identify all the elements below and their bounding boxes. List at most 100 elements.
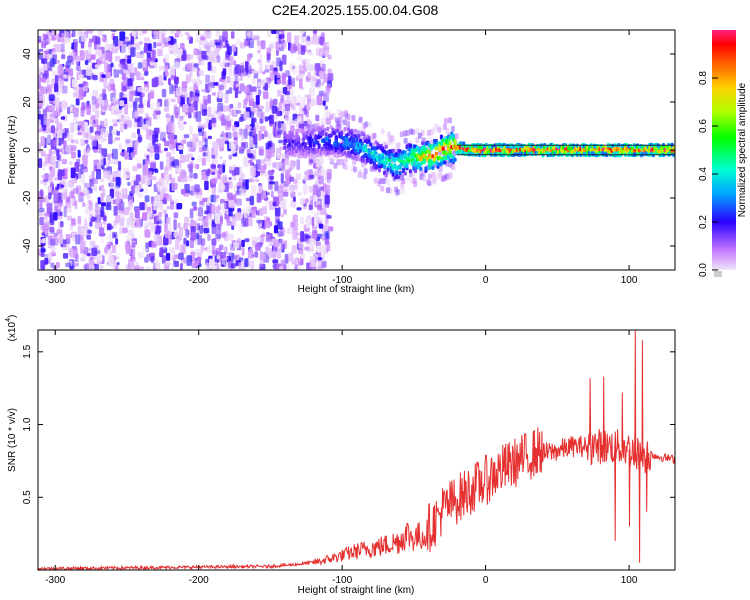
heatmap-cell [115,176,121,188]
heatmap-cell [197,207,204,217]
heatmap-cell [270,72,276,81]
heatmap-cell [111,129,118,135]
heatmap-cell [160,185,164,195]
heatmap-cell [252,70,258,74]
heatmap-cell [445,128,450,134]
heatmap-cell [384,144,388,149]
heatmap-cell [232,132,238,138]
heatmap-cell [263,91,269,100]
snr-frame [37,329,676,571]
heatmap-cell [200,36,206,41]
heatmap-cell [130,36,135,45]
heatmap-cell [260,79,265,86]
heatmap-cell [115,265,119,270]
heatmap-cell [211,92,217,96]
heatmap-cell [186,53,191,61]
heatmap-cell [316,153,319,158]
heatmap-cell [190,185,196,196]
heatmap-cell [398,171,402,176]
heatmap-cell [108,104,112,111]
heatmap-cell [201,221,205,227]
heatmap-cell [283,191,289,197]
heatmap-cell [61,54,66,60]
colorbar-tick-label: 0.6 [698,119,709,133]
heatmap-cell [398,165,402,170]
heatmap-cell [212,245,216,257]
heatmap-cell [380,128,385,135]
heatmap-cell [227,251,233,257]
heatmap-cell [256,193,262,203]
heatmap-cell [119,100,125,107]
heatmap-cell [343,127,347,131]
heatmap-cell [162,209,167,214]
heatmap-cell [108,249,112,258]
heatmap-cell [137,87,143,93]
heatmap-cell [226,43,230,53]
heatmap-cell [235,110,241,114]
heatmap-cell [321,124,325,129]
heatmap-cell [277,79,281,84]
heatmap-cell [244,258,249,268]
heatmap-cell [39,217,44,226]
heatmap-cell [54,83,59,93]
heatmap-cell [297,137,300,142]
heatmap-cell [58,85,63,93]
heatmap-cell [258,69,263,74]
heatmap-cell [405,130,410,136]
heatmap-cell [293,179,298,184]
heatmap-cell [448,117,452,124]
heatmap-cell [165,252,171,261]
heatmap-cell [228,165,235,171]
heatmap-cell [212,108,218,118]
heatmap-cell [140,77,145,81]
heatmap-cell [40,51,45,56]
heatmap-cell [303,104,308,115]
heatmap-cell [38,207,45,213]
heatmap-cell [153,127,160,134]
heatmap-cell [303,203,307,207]
heatmap-cell [251,185,257,196]
spectrogram-xtick-label: 100 [621,275,638,286]
heatmap-cell [321,244,328,255]
heatmap-cell [86,147,91,157]
heatmap-cell [131,233,135,239]
heatmap-cell [324,170,330,181]
heatmap-cell [218,84,223,88]
heatmap-cell [340,131,344,136]
heatmap-cell [289,176,295,182]
heatmap-cell [352,145,356,150]
heatmap-cell [156,42,162,47]
heatmap-cell [95,222,101,230]
heatmap-cell [438,147,442,152]
heatmap-cell [170,199,174,209]
heatmap-cell [318,174,324,185]
heatmap-cell [126,120,132,128]
heatmap-cell [171,161,175,167]
heatmap-cell [205,42,211,52]
heatmap-cell [432,176,437,183]
heatmap-cell [49,116,55,120]
heatmap-cell [144,187,149,194]
heatmap-cell [210,147,215,156]
heatmap-cell [70,167,76,179]
heatmap-cell [80,138,85,147]
heatmap-cell [192,102,196,108]
heatmap-cell [77,30,82,36]
heatmap-cell [163,147,168,152]
heatmap-cell [381,178,386,185]
heatmap-cell [167,78,171,85]
heatmap-cell [243,141,248,149]
heatmap-cell [159,247,164,257]
heatmap-cell [388,155,392,160]
heatmap-cell [169,247,176,254]
heatmap-cell [672,146,675,151]
heatmap-cell [42,109,47,120]
heatmap-cell [231,225,235,230]
heatmap-cell [334,135,338,140]
heatmap-cell [231,44,237,52]
heatmap-cell [391,172,395,177]
heatmap-cell [84,218,88,229]
heatmap-cell [145,120,150,129]
heatmap-cell [672,153,675,158]
heatmap-cell [325,230,330,240]
